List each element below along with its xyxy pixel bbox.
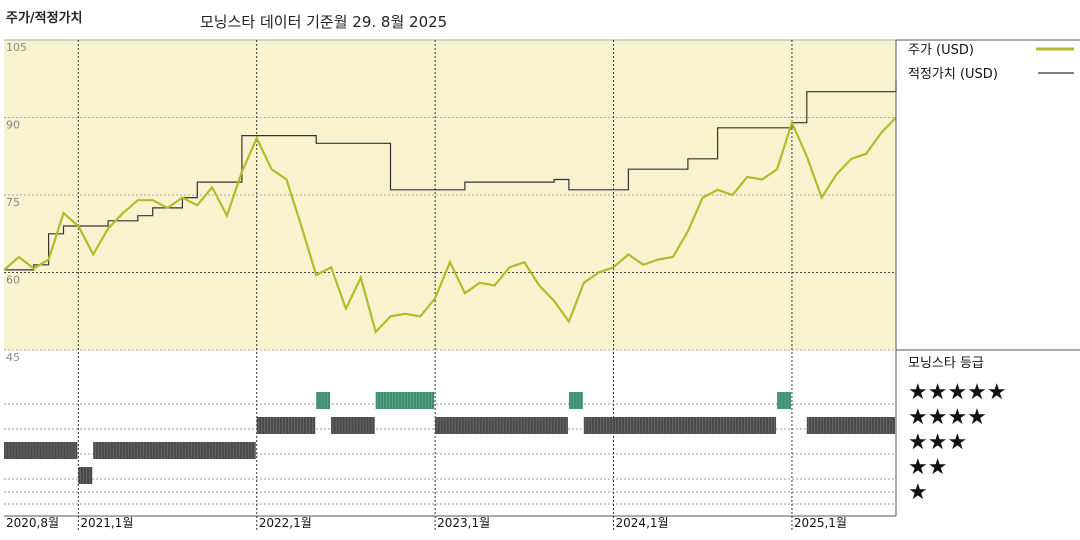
rating-legend-4-stars: ★★★★ — [908, 405, 987, 430]
rating-legend-5-stars: ★★★★★ — [908, 380, 1007, 405]
chart-title: 주가/적정가치 — [6, 11, 83, 26]
y-tick-label: 75 — [6, 196, 20, 209]
y-axis-ticks: 105 90 75 60 45 — [6, 41, 27, 364]
chart-subtitle: 모닝스타 데이터 기준월 29. 8월 2025 — [200, 13, 448, 31]
x-tick-label: 2023,1월 — [437, 516, 490, 530]
rating-bar-3-stars — [93, 442, 256, 459]
x-tick-label: 2022,1월 — [259, 516, 312, 530]
x-tick-label: 2021,1월 — [80, 516, 133, 530]
rating-bar-5-stars — [777, 392, 791, 409]
rating-bar-2-stars — [78, 467, 93, 484]
rating-bar-4-stars — [256, 417, 316, 434]
fair-value-line — [4, 81, 897, 271]
rating-bar-5-stars — [316, 392, 331, 409]
y-tick-label: 90 — [6, 119, 20, 132]
rating-bar-4-stars — [806, 417, 895, 434]
rating-layer — [4, 392, 895, 484]
rating-legend-3-stars: ★★★ — [908, 430, 967, 455]
y-tick-label: 45 — [6, 351, 20, 364]
rating-bar-4-stars — [331, 417, 375, 434]
price-line — [3, 116, 897, 335]
x-tick-label: 2024,1월 — [616, 516, 669, 530]
x-axis-ticks: 2020,8월 2021,1월 2022,1월 2023,1월 2024,1월 2025,… — [6, 516, 847, 530]
x-tick-label: 2025,1월 — [794, 516, 847, 530]
legend-price-label: 주가 (USD) — [908, 43, 974, 58]
x-tick-label: 2020,8월 — [6, 516, 59, 530]
rating-legend-2-stars: ★★ — [908, 455, 947, 480]
rating-legend-1-star: ★ — [908, 480, 928, 505]
rating-bar-5-stars — [568, 392, 583, 409]
rating-bar-5-stars — [375, 392, 435, 409]
rating-bar-4-stars — [435, 417, 568, 434]
rating-legend-title: 모닝스타 등급 — [908, 356, 984, 371]
y-tick-label: 60 — [6, 274, 20, 287]
rating-bar-3-stars — [4, 442, 78, 459]
y-tick-label: 105 — [6, 41, 27, 54]
rating-bar-4-stars — [583, 417, 777, 434]
legend-fair-label: 적정가치 (USD) — [908, 67, 998, 82]
